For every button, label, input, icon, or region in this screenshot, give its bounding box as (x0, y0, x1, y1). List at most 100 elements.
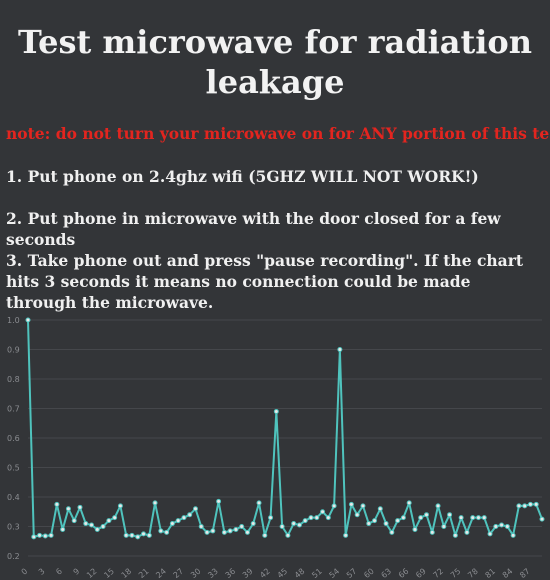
data-point (37, 532, 43, 538)
data-point (383, 521, 389, 527)
data-point (54, 501, 60, 507)
data-point (65, 506, 71, 512)
data-point (527, 501, 533, 507)
data-point (192, 506, 198, 512)
data-point (48, 532, 54, 538)
data-point (77, 504, 83, 510)
x-tick-label: 87 (518, 567, 532, 580)
data-point (493, 524, 499, 529)
latency-chart-svg: 0.20.30.40.50.60.70.80.91.00 3 6 9 12 15 18 21 2… (7, 316, 545, 580)
data-point (112, 515, 118, 521)
data-point (60, 526, 66, 532)
data-point (268, 515, 274, 521)
data-point (533, 501, 539, 507)
x-tick-label: 27 (172, 567, 186, 580)
x-tick-label: 45 (276, 567, 290, 580)
y-tick-label: 0.7 (7, 405, 20, 414)
data-point (25, 317, 31, 323)
data-point (262, 532, 268, 538)
x-tick-label: 60 (362, 567, 376, 580)
data-point (423, 512, 429, 518)
data-point (320, 509, 326, 515)
data-point (198, 524, 204, 529)
data-point (366, 521, 372, 527)
data-point (389, 529, 395, 535)
data-point (406, 500, 412, 506)
data-point (239, 524, 245, 529)
x-tick-label: 30 (189, 567, 203, 580)
data-point (539, 516, 545, 522)
y-tick-label: 0.4 (7, 493, 20, 502)
data-point (308, 515, 314, 521)
data-point (510, 532, 516, 538)
data-point (377, 506, 383, 512)
y-tick-label: 0.6 (7, 434, 20, 443)
data-point (71, 518, 77, 524)
data-point (418, 515, 424, 521)
data-point (279, 524, 285, 529)
data-point (499, 522, 505, 528)
instruction-step-2: 2. Put phone in microwave with the door … (6, 209, 501, 249)
data-point (504, 524, 510, 529)
data-point (522, 503, 528, 509)
data-point (210, 528, 216, 534)
x-tick-label: 36 (224, 567, 238, 580)
x-tick-label: 21 (137, 567, 151, 580)
data-point (291, 521, 297, 527)
instruction-step-1: 1. Put phone on 2.4ghz wifi (5GHZ WILL N… (6, 167, 479, 186)
data-point (348, 501, 354, 507)
data-point (181, 515, 187, 521)
data-point (89, 522, 95, 528)
data-point (516, 503, 522, 509)
x-tick-label: 6 (54, 567, 64, 577)
data-point (325, 515, 331, 521)
data-point (123, 532, 129, 538)
x-tick-label: 81 (483, 567, 497, 580)
data-point (372, 518, 378, 524)
data-point (158, 528, 164, 534)
instruction-step-3: 3. Take phone out and press "pause recor… (6, 251, 524, 312)
data-point (187, 512, 193, 518)
data-point (285, 532, 291, 538)
data-point (244, 529, 250, 535)
page-title: Test microwave for radiation leakage (17, 23, 533, 101)
data-point (487, 531, 493, 537)
data-point (464, 529, 470, 535)
x-tick-label: 84 (501, 567, 515, 580)
data-point (164, 529, 170, 535)
data-point (475, 515, 481, 521)
x-tick-label: 15 (102, 567, 116, 580)
data-point (250, 521, 256, 527)
data-point (343, 532, 349, 538)
x-tick-label: 66 (397, 567, 411, 580)
data-point (117, 503, 123, 509)
data-point (337, 347, 343, 352)
y-tick-label: 1.0 (7, 316, 20, 325)
data-point (42, 533, 48, 539)
data-point (152, 500, 158, 506)
data-point (458, 515, 464, 521)
x-tick-label: 42 (258, 567, 272, 580)
data-point (331, 503, 337, 509)
data-point (256, 500, 262, 506)
data-point (169, 521, 175, 527)
x-tick-label: 63 (380, 567, 394, 580)
latency-chart: 0.2 0.3 0.4 0.5 0.6 0.7 0.8 0.9 1.0 0 3 6 9 12 15 18 21 2… (0, 308, 550, 580)
x-tick-label: 39 (241, 567, 255, 580)
y-tick-label: 0.2 (7, 552, 20, 561)
x-tick-label: 75 (449, 567, 463, 580)
data-point (204, 529, 210, 535)
x-tick-label: 33 (206, 567, 220, 580)
x-tick-label: 12 (85, 567, 99, 580)
data-point (129, 532, 135, 538)
x-tick-label: 54 (328, 567, 342, 580)
data-point (452, 532, 458, 538)
x-tick-label: 78 (466, 567, 480, 580)
data-point (146, 532, 152, 538)
y-tick-label: 0.5 (7, 464, 20, 473)
data-point (481, 515, 487, 521)
x-tick-label: 69 (414, 567, 428, 580)
y-tick-label: 0.8 (7, 375, 20, 384)
data-point (447, 512, 453, 518)
data-point (314, 515, 320, 521)
